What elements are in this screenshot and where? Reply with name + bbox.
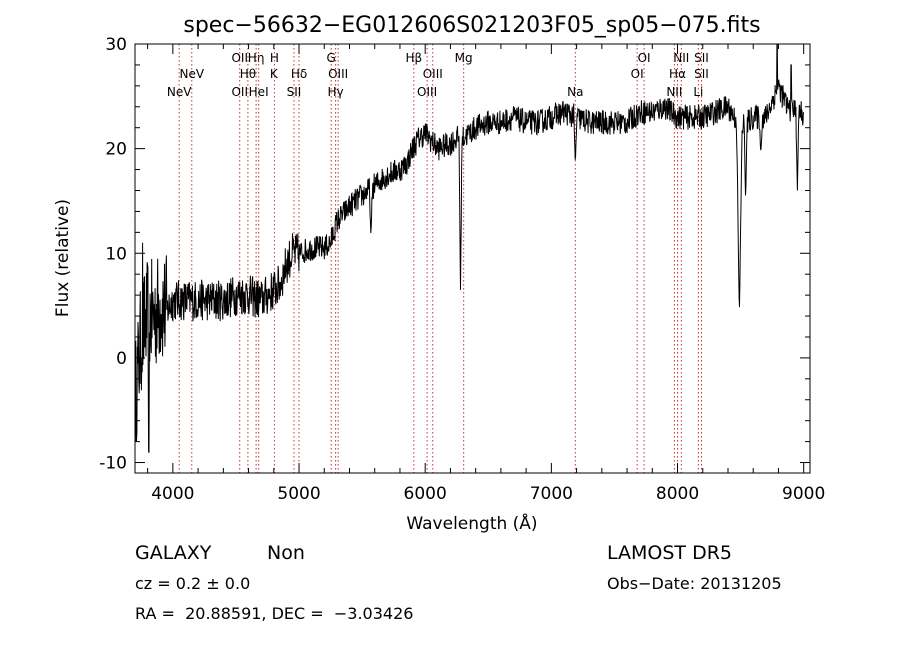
line-label: Hθ <box>240 67 256 81</box>
line-label: HeI <box>249 85 269 99</box>
survey-name: LAMOST DR5 <box>607 542 732 564</box>
line-label: H <box>270 51 279 65</box>
spectrum-series <box>134 43 804 453</box>
x-tick-label: 5000 <box>277 484 320 504</box>
y-axis-label: Flux (relative) <box>53 199 73 317</box>
object-subclass: Non <box>267 542 305 564</box>
line-label: G <box>327 51 336 65</box>
line-label: OIII <box>417 85 437 99</box>
line-label: NeV <box>167 85 192 99</box>
x-tick-label: 6000 <box>404 484 447 504</box>
spectrum-line <box>134 43 804 453</box>
chart-title: spec−56632−EG012606S021203F05_sp05−075.f… <box>183 13 760 38</box>
line-label: Hγ <box>328 85 344 99</box>
line-label: Li <box>693 85 703 99</box>
plot-frame <box>134 43 811 474</box>
y-tick-label: 0 <box>116 349 127 369</box>
line-label: Na <box>567 85 583 99</box>
line-label: Hδ <box>291 67 307 81</box>
line-label: OIII <box>328 67 348 81</box>
line-label: Hβ <box>405 51 422 65</box>
line-label: OIII <box>423 67 443 81</box>
x-tick-label: 7000 <box>530 484 573 504</box>
line-label: SII <box>694 51 709 65</box>
line-label: SII <box>287 85 302 99</box>
line-label: OII <box>231 85 248 99</box>
y-tick-label: 20 <box>105 140 127 160</box>
line-label: Hη <box>248 51 265 65</box>
y-tick-label: -10 <box>99 454 127 474</box>
x-tick-label: 4000 <box>151 484 194 504</box>
redshift-cz: cz = 0.2 ± 0.0 <box>135 574 251 593</box>
line-label: NeV <box>179 67 204 81</box>
object-class: GALAXY <box>135 542 212 564</box>
line-label: NII <box>666 85 682 99</box>
ra-dec: RA = 20.88591, DEC = −3.03426 <box>135 604 414 623</box>
x-tick-label: 9000 <box>782 484 825 504</box>
line-label: SII <box>694 67 709 81</box>
line-label: OI <box>631 67 644 81</box>
line-label: OI <box>638 51 651 65</box>
line-label: K <box>270 67 279 81</box>
x-axis-label: Wavelength (Å) <box>406 512 537 534</box>
y-tick-label: 10 <box>105 244 127 264</box>
line-label: Mg <box>455 51 473 65</box>
line-label: Hα <box>669 67 686 81</box>
x-tick-label: 8000 <box>656 484 699 504</box>
y-tick-label: 30 <box>105 35 127 55</box>
line-label: OII <box>231 51 248 65</box>
line-label: NII <box>673 51 689 65</box>
observation-date: Obs−Date: 20131205 <box>607 574 782 593</box>
axis-ticks: 4000 5000 6000 7000 8000 9000 -10 0 10 20 30 <box>99 35 825 504</box>
